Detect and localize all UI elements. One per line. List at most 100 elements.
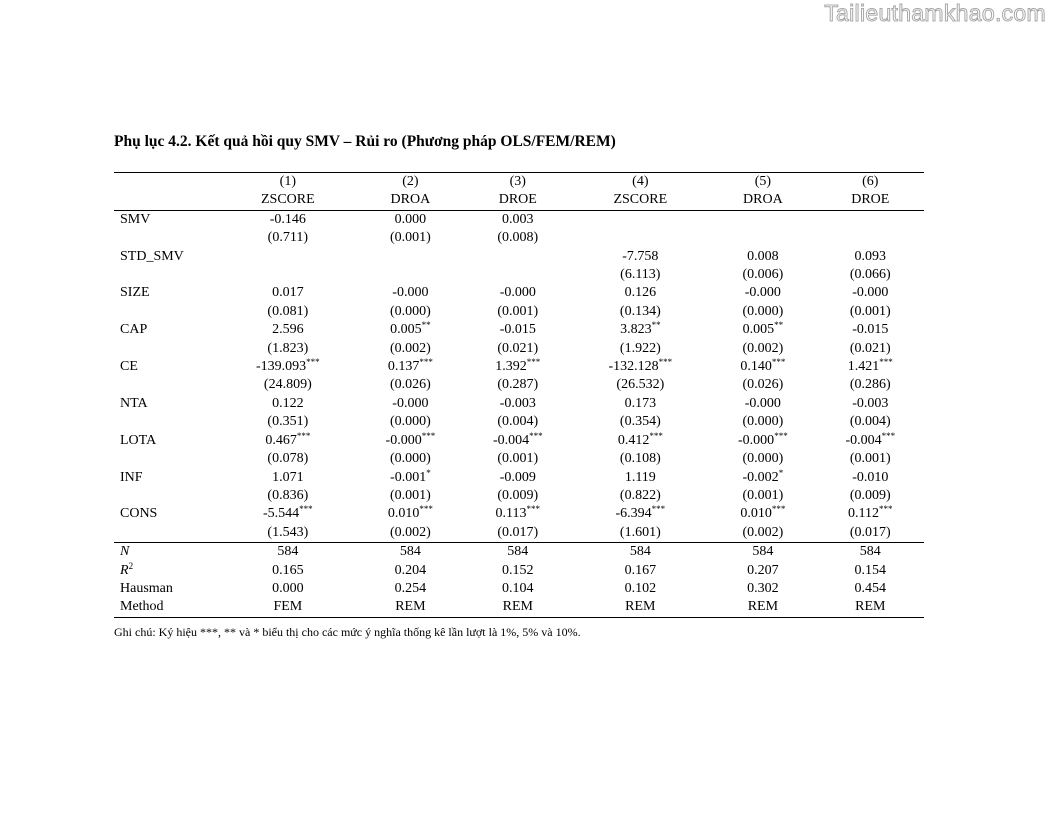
- se-row: (0.078) (0.000) (0.001) (0.108) (0.000) (0.00…: [114, 450, 924, 468]
- coef-value: -139.093: [256, 359, 307, 375]
- col-number: (1): [219, 172, 357, 192]
- coef-row: STD_SMV -7.758 0.008 0.093: [114, 248, 924, 266]
- se-cell: (0.822): [619, 487, 661, 503]
- se-stub: [114, 413, 219, 431]
- coef-value: 2.596: [272, 322, 304, 338]
- se-cell: (1.543): [267, 524, 309, 540]
- se-cell: (0.008): [497, 230, 539, 246]
- variable-label: SMV: [120, 211, 151, 227]
- significance-stars: *: [778, 467, 784, 478]
- coef-value: 0.010: [387, 506, 420, 522]
- coef-cell: 0.008: [709, 248, 816, 266]
- se-cell: (0.108): [619, 451, 661, 467]
- significance-stars: ***: [879, 504, 893, 515]
- coef-value: 0.000: [394, 211, 427, 227]
- significance-stars: **: [651, 320, 661, 331]
- header-row-numbers: (1) (2) (3) (4) (5) (6): [114, 172, 924, 192]
- se-cell: (0.000): [389, 451, 431, 467]
- stat-value: 0.102: [624, 580, 657, 596]
- se-cell: (0.066): [849, 267, 891, 283]
- coef-value: 0.017: [272, 285, 304, 301]
- coef-row: INF 1.071 -0.001* -0.009 1.119 -0.002* -0.010: [114, 467, 924, 487]
- stat-label: Hausman: [114, 580, 219, 598]
- coef-value: -0.001: [390, 469, 427, 485]
- se-cell: [357, 266, 464, 284]
- coef-cell: [464, 248, 571, 266]
- se-cell: (1.823): [267, 340, 309, 356]
- coef-value: -5.544: [263, 506, 300, 522]
- coef-cell: 0.093: [817, 248, 924, 266]
- se-stub: [114, 303, 219, 321]
- se-stub: [114, 376, 219, 394]
- se-cell: (0.001): [389, 487, 431, 503]
- col-number: (5): [709, 172, 817, 192]
- coef-value: 0.093: [854, 248, 887, 264]
- se-cell: (0.021): [849, 340, 891, 356]
- coef-cell: -6.394***: [571, 505, 709, 523]
- se-cell: (0.026): [742, 377, 784, 393]
- col-dependent-var: ZSCORE: [571, 191, 710, 211]
- coef-cell: -0.000: [464, 284, 571, 302]
- coef-value: 0.005: [742, 322, 775, 338]
- variable-label: SIZE: [120, 285, 150, 301]
- significance-stars: ***: [651, 504, 666, 515]
- coef-cell: 1.071: [219, 469, 357, 487]
- coef-cell: -0.004***: [464, 431, 571, 450]
- stat-value: REM: [464, 598, 572, 618]
- se-row: (0.081) (0.000) (0.001) (0.134) (0.000) (0.00…: [114, 303, 924, 321]
- stat-value: 0.302: [747, 580, 779, 596]
- significance-stars: ***: [299, 504, 313, 515]
- coef-value: -6.394: [615, 506, 652, 522]
- coef-cell: -132.128***: [571, 358, 709, 376]
- significance-stars: ***: [879, 357, 893, 368]
- se-cell: [709, 229, 816, 247]
- coef-value: -0.003: [499, 395, 536, 411]
- stat-value: REM: [571, 598, 710, 618]
- coef-cell: [571, 210, 709, 229]
- coef-cell: -0.003: [464, 395, 571, 413]
- col-dependent-var: DROE: [464, 191, 572, 211]
- stat-value: 0.000: [272, 580, 304, 596]
- coef-cell: [357, 248, 464, 266]
- col-number: (6): [816, 172, 924, 192]
- coef-cell: -0.009: [464, 469, 571, 487]
- coef-cell: -0.000: [357, 395, 464, 413]
- coef-cell: -0.000: [817, 284, 924, 302]
- se-cell: (0.286): [849, 377, 891, 393]
- coef-cell: -0.000: [709, 284, 816, 302]
- significance-stars: ***: [419, 504, 433, 515]
- col-number: (2): [356, 172, 465, 192]
- se-stub: [114, 524, 219, 543]
- coef-cell: 0.412***: [571, 431, 709, 450]
- se-cell: (0.009): [497, 487, 539, 503]
- se-row: (24.809) (0.026) (0.287) (26.532) (0.026) (0.…: [114, 376, 924, 394]
- stat-value: 584: [219, 542, 357, 562]
- significance-stars: ***: [771, 357, 786, 368]
- stat-label: Method: [114, 598, 219, 618]
- se-cell: (6.113): [620, 267, 661, 283]
- coef-value: -0.000: [385, 432, 422, 448]
- se-cell: (0.354): [619, 414, 661, 430]
- col-number: (4): [571, 172, 710, 192]
- coef-value: 1.071: [272, 469, 304, 485]
- coef-cell: 0.005**: [357, 321, 464, 339]
- coef-value: -0.003: [852, 395, 889, 411]
- se-row: (0.711) (0.001) (0.008): [114, 229, 924, 247]
- stat-value: 0.454: [854, 580, 887, 596]
- coef-cell: 0.010***: [357, 505, 464, 523]
- coef-value: -0.010: [852, 469, 889, 485]
- coef-value: 0.412: [617, 432, 650, 448]
- coef-cell: 0.010***: [709, 505, 816, 523]
- variable-label: INF: [120, 469, 143, 485]
- coef-value: 0.005: [390, 322, 422, 338]
- significance-stars: ***: [421, 430, 436, 441]
- coef-value: -0.002: [742, 469, 779, 485]
- se-cell: (0.001): [497, 451, 539, 467]
- variable-label: CONS: [120, 506, 158, 522]
- coef-cell: 0.173: [571, 395, 709, 413]
- stat-value: 0.207: [747, 562, 779, 578]
- coef-cell: 3.823**: [571, 321, 709, 339]
- stat-label-text: N: [120, 544, 130, 560]
- coef-cell: -0.015: [817, 321, 924, 339]
- significance-stars: ***: [306, 357, 320, 368]
